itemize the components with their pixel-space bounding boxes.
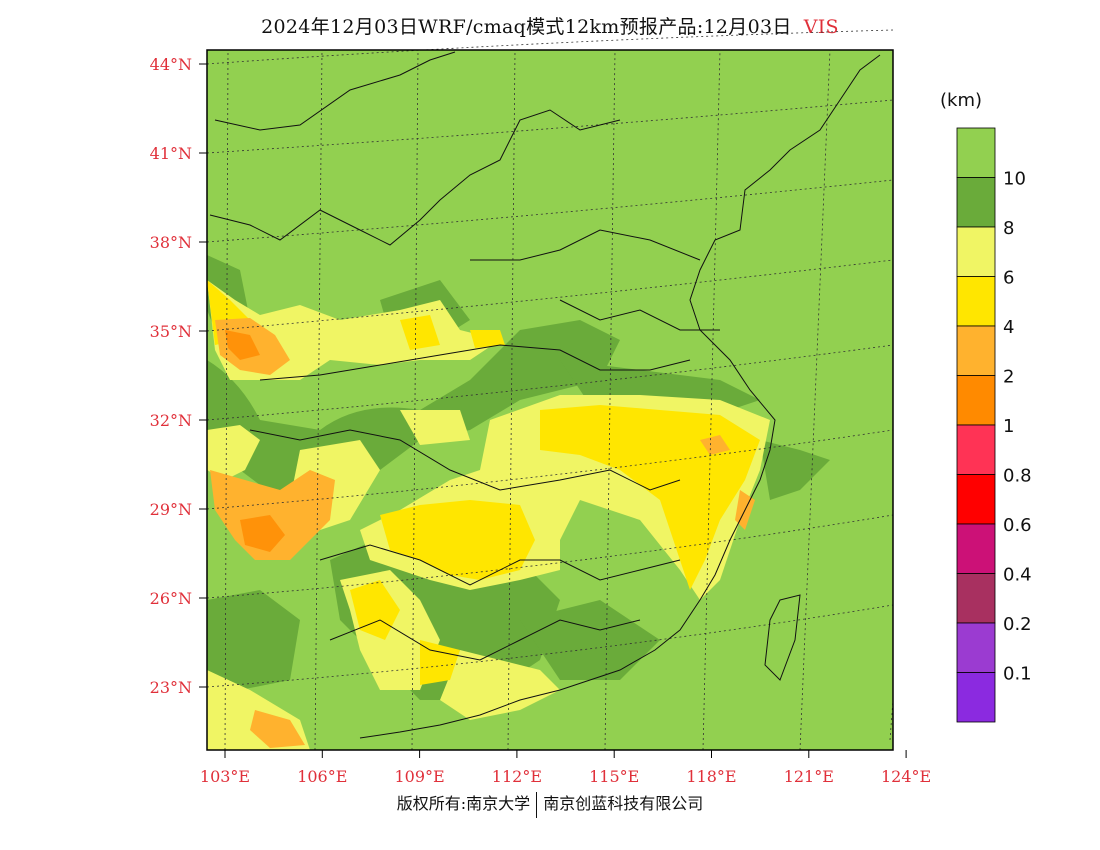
colorbar-unit: (km) (940, 90, 983, 111)
colorbar-label: 0.1 (1003, 664, 1032, 685)
colorbar-swatch (956, 424, 996, 475)
colorbar-label: 0.8 (1003, 466, 1032, 487)
copyright-right: 南京创蓝科技有限公司 (543, 794, 704, 813)
map-frame (206, 49, 894, 751)
longitude-axis: 103°E 106°E 109°E 112°E 115°E 118°E 121°E 124°E (200, 750, 931, 786)
colorbar-swatch (956, 672, 996, 723)
lon-label: 103°E (200, 767, 250, 786)
copyright-footer: 版权所有:南京大学 南京创蓝科技有限公司 (0, 790, 1100, 818)
lat-label: 44°N (150, 55, 192, 74)
colorbar-swatch (956, 276, 996, 327)
colorbar-swatch (956, 325, 996, 376)
lon-label: 112°E (492, 767, 542, 786)
colorbar-label: 0.4 (1003, 565, 1032, 586)
colorbar-label: 2 (1003, 367, 1014, 388)
lon-label: 118°E (686, 767, 736, 786)
lat-label: 23°N (150, 678, 192, 697)
lon-label: 121°E (784, 767, 834, 786)
lat-label: 35°N (150, 322, 192, 341)
latitude-axis: 44°N 41°N 38°N 35°N 32°N 29°N 26°N 23°N (150, 55, 207, 697)
colorbar-swatch (956, 474, 996, 525)
colorbar-swatch (956, 622, 996, 673)
lon-label: 109°E (394, 767, 444, 786)
lat-label: 32°N (150, 411, 192, 430)
lon-label: 115°E (589, 767, 639, 786)
map-panel (206, 29, 894, 751)
lon-label: 124°E (881, 767, 931, 786)
colorbar-swatch (956, 375, 996, 426)
colorbar-label: 8 (1003, 218, 1014, 239)
colorbar-label: 10 (1003, 169, 1026, 190)
lon-label: 106°E (297, 767, 347, 786)
title-text: 2024年12月03日WRF/cmaq模式12km预报产品:12月03日 (261, 16, 792, 38)
footer-separator (536, 791, 538, 818)
lat-label: 29°N (150, 500, 192, 519)
copyright-left: 版权所有:南京大学 (396, 794, 531, 813)
graticule (206, 29, 894, 751)
lat-label: 38°N (150, 233, 192, 252)
colorbar-label: 0.6 (1003, 515, 1032, 536)
lat-label: 26°N (150, 589, 192, 608)
colorbar-swatch (956, 177, 996, 228)
map-title: 2024年12月03日WRF/cmaq模式12km预报产品:12月03日 VIS (0, 12, 1100, 39)
colorbar-label: 0.2 (1003, 614, 1032, 635)
boundaries (209, 51, 881, 739)
colorbar-swatch (956, 226, 996, 277)
colorbar-swatch (956, 127, 996, 178)
colorbar-swatch (956, 573, 996, 624)
colorbar-swatch (956, 523, 996, 574)
colorbar-label: 1 (1003, 416, 1014, 437)
colorbar: 10 8 6 4 2 1 0.8 0.6 0.4 0.2 0.1 (956, 127, 1032, 723)
vis-1-2-areas (225, 330, 285, 552)
lat-label: 41°N (150, 144, 192, 163)
colorbar-label: 6 (1003, 268, 1014, 289)
colorbar-label: 4 (1003, 317, 1014, 338)
